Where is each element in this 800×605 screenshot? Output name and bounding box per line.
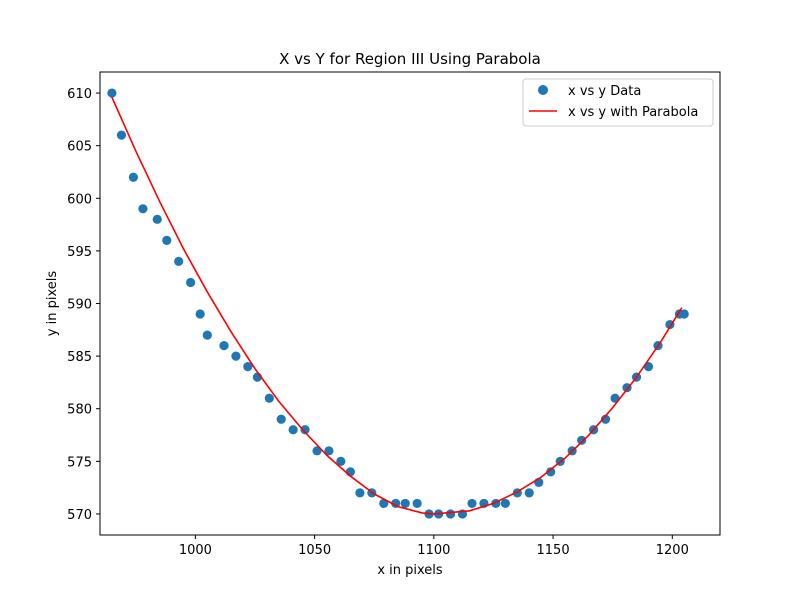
y-axis: 570 575 580 585 590 595 600 605 610 xyxy=(67,87,100,523)
data-point xyxy=(195,309,205,319)
y-tick-label: 610 xyxy=(67,87,92,102)
data-point xyxy=(219,340,229,351)
y-tick-label: 575 xyxy=(67,455,92,470)
data-point xyxy=(500,498,510,509)
data-point xyxy=(264,393,274,403)
data-point xyxy=(288,425,298,435)
data-point xyxy=(336,456,346,466)
data-point xyxy=(546,467,556,477)
parabola-line xyxy=(111,96,683,515)
data-point xyxy=(467,498,477,509)
y-axis-label: y in pixels xyxy=(45,271,60,337)
data-point xyxy=(138,204,148,214)
x-tick-label: 1200 xyxy=(656,543,689,558)
data-point xyxy=(577,435,587,445)
y-tick-label: 595 xyxy=(67,245,92,260)
legend-label-data: x vs y Data xyxy=(568,84,641,99)
legend: x vs y Data x vs y with Parabola xyxy=(522,78,714,127)
data-point xyxy=(324,446,334,456)
plot-area: 1000 1050 1100 1150 1200 570 575 580 585 590 595 6… xyxy=(67,71,721,558)
chart-title: X vs Y for Region III Using Parabola xyxy=(279,50,541,68)
x-axis: 1000 1050 1100 1150 1200 xyxy=(179,535,689,558)
data-point xyxy=(231,351,241,361)
legend-marker-scatter xyxy=(538,85,548,95)
data-point xyxy=(243,362,253,372)
data-point xyxy=(107,88,117,98)
x-tick-label: 1050 xyxy=(298,543,331,558)
x-tick-label: 1000 xyxy=(179,543,212,558)
data-point xyxy=(445,509,456,519)
data-point xyxy=(412,498,422,509)
x-tick-label: 1150 xyxy=(537,543,570,558)
y-tick-label: 590 xyxy=(67,298,92,313)
x-axis-label: x in pixels xyxy=(377,563,443,578)
data-point xyxy=(355,488,365,498)
data-point xyxy=(679,309,689,319)
y-tick-label: 585 xyxy=(67,350,92,365)
data-point xyxy=(128,172,138,182)
data-point xyxy=(600,414,611,424)
data-point xyxy=(300,425,310,435)
legend-label-parabola: x vs y with Parabola xyxy=(568,105,698,120)
data-point xyxy=(186,277,196,288)
data-point xyxy=(400,498,410,509)
y-tick-label: 605 xyxy=(67,140,92,155)
data-point xyxy=(174,256,184,267)
data-point xyxy=(162,235,172,245)
data-point xyxy=(116,130,127,140)
x-tick-label: 1100 xyxy=(417,543,450,558)
data-point xyxy=(524,488,534,498)
data-point xyxy=(276,414,286,424)
y-tick-label: 570 xyxy=(67,508,92,523)
y-tick-label: 580 xyxy=(67,403,92,418)
data-point xyxy=(202,330,212,340)
y-tick-label: 600 xyxy=(67,192,92,207)
data-point xyxy=(152,214,162,224)
legend-box xyxy=(522,78,714,127)
